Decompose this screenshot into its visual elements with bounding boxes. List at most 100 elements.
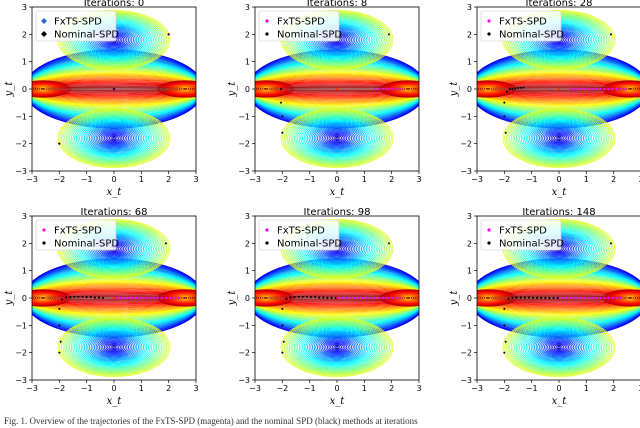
legend: FxTS-SPD Nominal-SPD xyxy=(480,219,564,251)
origin-marker xyxy=(557,87,561,91)
legend-marker xyxy=(487,241,491,245)
data-point xyxy=(365,296,369,300)
x-tick-label: −1 xyxy=(304,384,316,393)
legend-box xyxy=(480,219,562,251)
data-point xyxy=(582,87,585,91)
data-point xyxy=(152,296,155,300)
data-point xyxy=(519,86,522,89)
chart-panel-6: −3 −2 −1 0 1 2 3 −3 −2 −1 0 1 2 3 Iterations: 148 x_t y_… xyxy=(449,207,640,407)
y-tick-label: 2 xyxy=(467,30,472,39)
y-tick-label: 0 xyxy=(245,85,250,94)
y-tick-label: −2 xyxy=(238,140,250,149)
data-point xyxy=(561,296,565,300)
data-point xyxy=(281,307,284,310)
y-tick-label: 0 xyxy=(22,85,27,94)
legend: FxTS-SPD Nominal-SPD xyxy=(35,219,119,251)
data-point xyxy=(314,296,317,299)
x-tick-label: 3 xyxy=(416,384,421,393)
data-point xyxy=(281,351,284,354)
data-point xyxy=(58,307,61,310)
x-tick-label: −2 xyxy=(498,384,510,393)
data-point xyxy=(326,296,329,299)
y-tick-label: 1 xyxy=(22,58,27,67)
data-point xyxy=(615,296,618,300)
y-tick-label: −1 xyxy=(460,321,472,330)
x-tick-label: 2 xyxy=(389,384,394,393)
data-point xyxy=(361,296,365,300)
series-nominal-spd xyxy=(58,33,170,145)
x-tick-label: −2 xyxy=(53,175,65,184)
data-point xyxy=(515,296,518,299)
legend-box xyxy=(258,219,340,251)
data-point xyxy=(544,297,547,299)
y-tick-label: −3 xyxy=(238,167,250,176)
x-tick-label: 1 xyxy=(362,384,367,393)
y-tick-label: −3 xyxy=(15,167,27,176)
data-point xyxy=(281,324,284,327)
y-tick-label: −2 xyxy=(460,349,472,358)
chart-panel-2: −3 −2 −1 0 1 2 3 −3 −2 −1 0 1 2 3 Iterations: 8 x_t y_t F… xyxy=(227,0,422,198)
y-axis-label: y_t xyxy=(227,81,238,98)
x-tick-label: 1 xyxy=(139,384,144,393)
data-point xyxy=(609,242,612,245)
legend-marker xyxy=(265,241,269,245)
x-tick-label: −3 xyxy=(471,384,483,393)
data-point xyxy=(374,296,377,300)
y-tick-label: 0 xyxy=(245,294,250,303)
data-point xyxy=(503,307,506,310)
data-point xyxy=(594,87,598,91)
data-point xyxy=(598,296,602,300)
legend-marker xyxy=(41,31,47,37)
origin-marker xyxy=(112,296,116,300)
data-point xyxy=(517,87,519,90)
y-tick-label: 1 xyxy=(467,58,472,67)
y-axis-label: y_t xyxy=(227,290,238,307)
y-tick-label: 3 xyxy=(467,3,472,12)
series-fxts-spd xyxy=(115,296,180,300)
panel-title: Iterations: 98 xyxy=(304,207,371,218)
chart-panel-1: −3 −2 −1 0 1 2 3 −3 −2 −1 0 1 2 3 Iterations: 0 x_t y_t F… xyxy=(4,0,199,198)
y-tick-label: 2 xyxy=(245,239,250,248)
x-tick-label: 1 xyxy=(584,175,589,184)
x-tick-label: −3 xyxy=(471,175,483,184)
legend-box xyxy=(35,10,117,42)
data-point xyxy=(552,297,555,299)
x-tick-label: 2 xyxy=(611,384,616,393)
data-point xyxy=(590,296,593,300)
x-tick-label: 0 xyxy=(334,384,339,393)
y-tick-label: −2 xyxy=(15,140,27,149)
x-tick-label: −2 xyxy=(276,175,288,184)
x-tick-label: −2 xyxy=(276,384,288,393)
legend: FxTS-SPD Nominal-SPD xyxy=(258,10,342,42)
panel-title: Iterations: 8 xyxy=(307,0,368,9)
legend-label: Nominal-SPD xyxy=(54,239,119,250)
data-point xyxy=(353,296,356,300)
data-point xyxy=(102,296,105,299)
data-point xyxy=(611,296,614,300)
y-tick-label: 3 xyxy=(467,212,472,221)
series-fxts-spd xyxy=(557,296,622,300)
data-point xyxy=(374,87,377,91)
y-tick-label: −3 xyxy=(460,376,472,385)
series-nominal-spd xyxy=(58,242,167,354)
data-point xyxy=(514,87,517,90)
data-point xyxy=(503,324,506,327)
chart-panel-4: −3 −2 −1 0 1 2 3 −3 −2 −1 0 1 2 3 Iterations: 68 x_t y_t… xyxy=(4,207,199,407)
data-point xyxy=(611,87,614,91)
data-point xyxy=(615,87,618,91)
data-point xyxy=(357,296,361,300)
x-tick-label: 3 xyxy=(416,175,421,184)
y-tick-label: −1 xyxy=(460,112,472,121)
figure-canvas: −3 −2 −1 0 1 2 3 −3 −2 −1 0 1 2 3 Iterations: 0 x_t y_t F… xyxy=(4,0,640,407)
data-point xyxy=(148,296,151,300)
x-tick-label: 0 xyxy=(334,175,339,184)
data-point xyxy=(297,295,300,298)
series-fxts-spd xyxy=(374,87,402,91)
x-tick-label: 0 xyxy=(111,384,116,393)
data-point xyxy=(578,87,581,91)
data-point xyxy=(619,87,622,91)
y-tick-label: 0 xyxy=(22,294,27,303)
x-tick-label: −2 xyxy=(53,384,65,393)
data-point xyxy=(506,90,509,93)
legend-label: Nominal-SPD xyxy=(499,239,564,250)
